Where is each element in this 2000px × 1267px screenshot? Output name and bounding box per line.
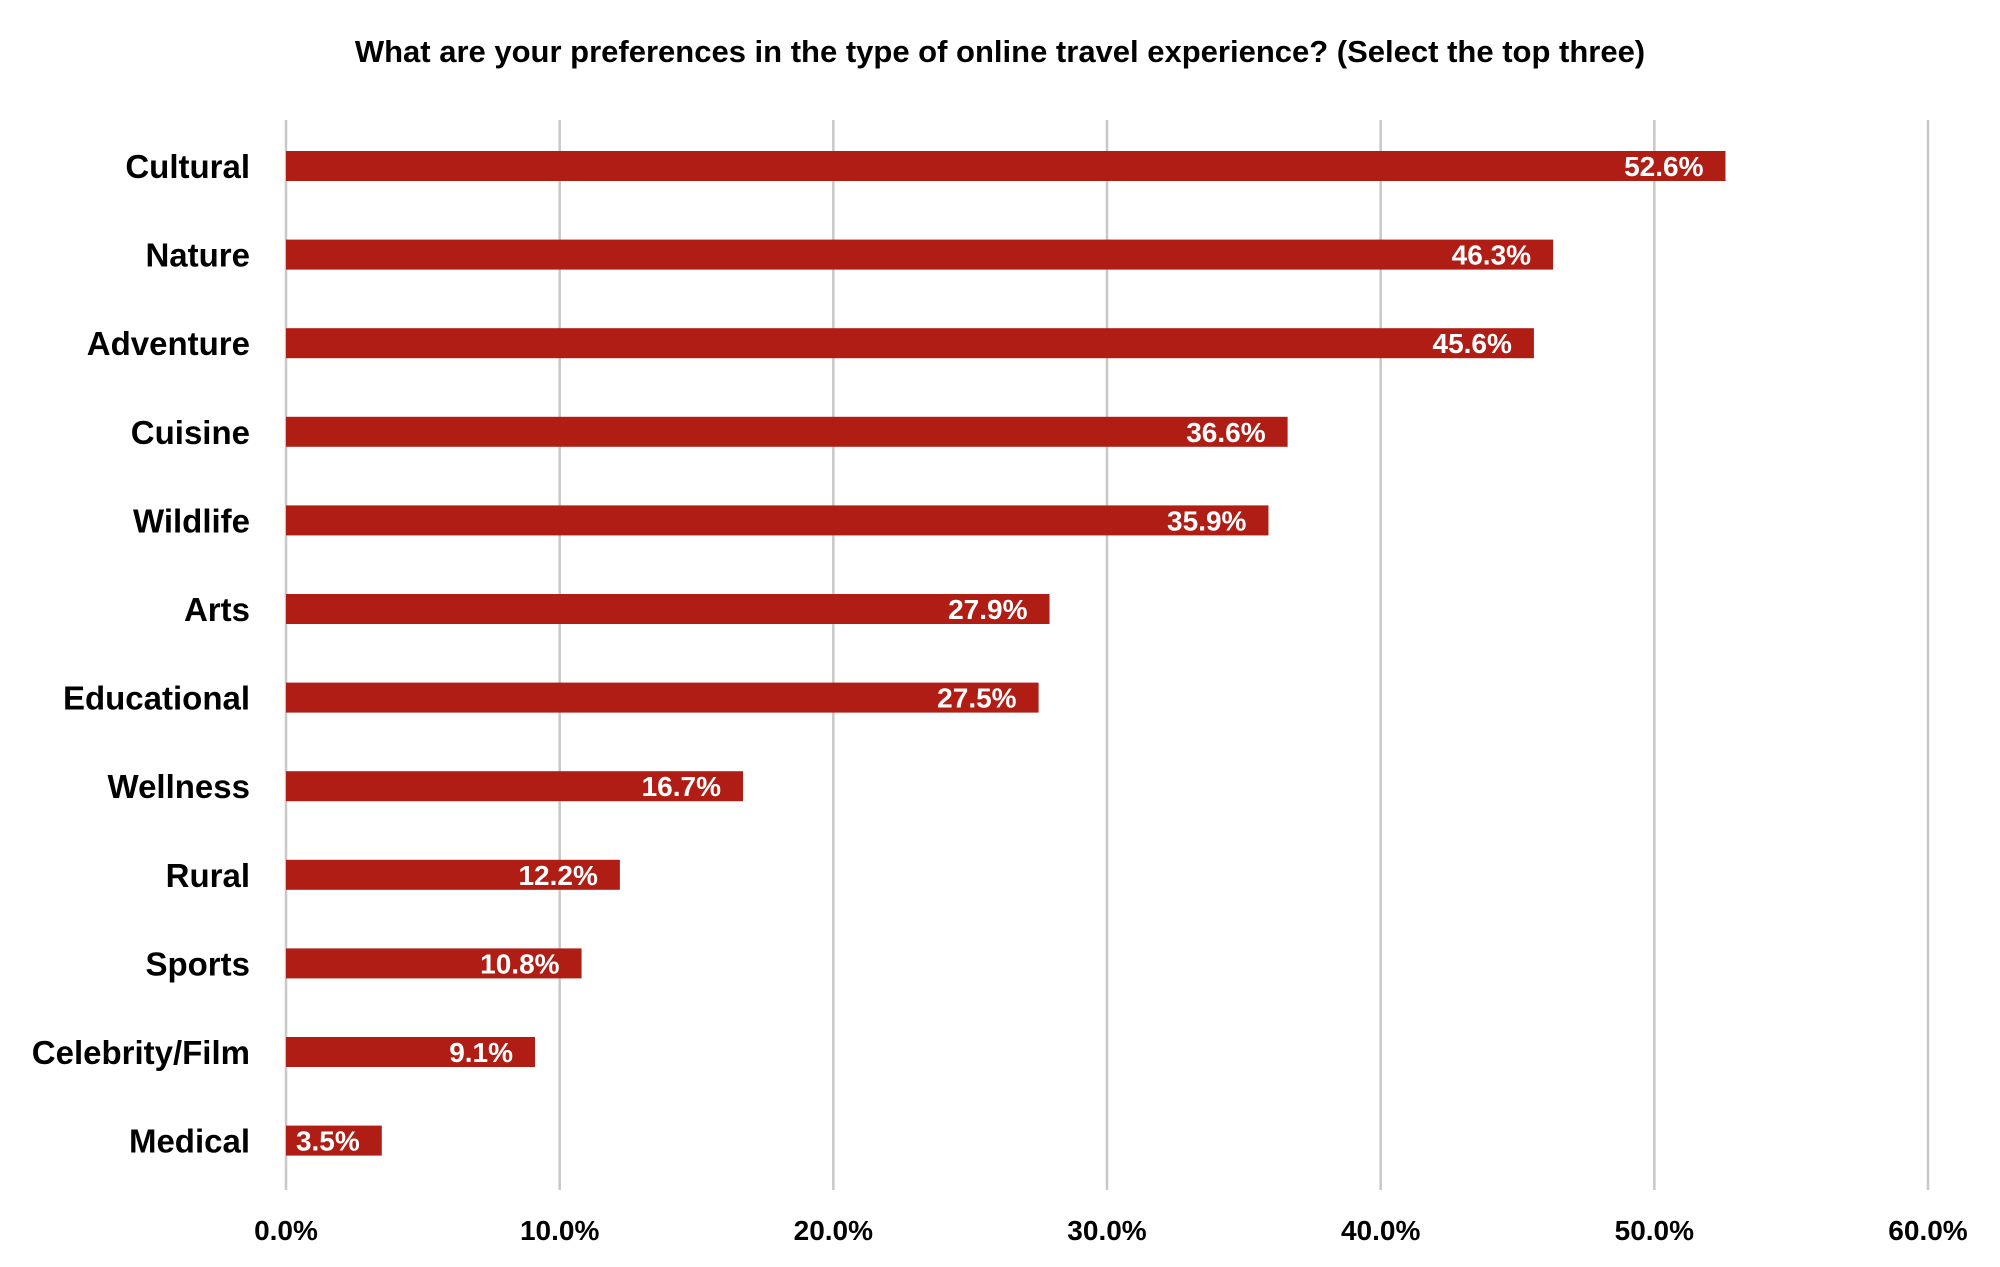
gridlines <box>284 120 1930 1190</box>
bar <box>286 328 1534 359</box>
category-label: Arts <box>184 591 250 628</box>
data-label: 45.6% <box>1433 328 1512 359</box>
data-label: 35.9% <box>1167 505 1246 536</box>
category-label: Celebrity/Film <box>32 1034 250 1071</box>
bar <box>286 1037 536 1067</box>
data-label: 16.7% <box>642 771 721 802</box>
data-label: 36.6% <box>1186 417 1265 448</box>
bar <box>286 859 620 890</box>
bars: 52.6% 46.3% 45.6% 36.6% 35.9% 27.9% 27.5% 16.7%… <box>286 151 1726 1157</box>
bar <box>286 1125 382 1156</box>
x-tick-label: 60.0% <box>1888 1215 1967 1246</box>
x-tick-label: 20.0% <box>794 1215 873 1246</box>
category-labels: Cultural Nature Adventure Cuisine Wildlife Ar… <box>32 148 250 1160</box>
x-tick-label: 40.0% <box>1341 1215 1420 1246</box>
category-label: Wildlife <box>133 502 250 539</box>
bar <box>286 771 744 802</box>
category-label: Adventure <box>87 325 250 362</box>
data-label: 52.6% <box>1624 151 1703 182</box>
bar <box>286 682 1039 713</box>
bar <box>286 594 1050 624</box>
bar <box>286 948 582 979</box>
category-label: Educational <box>63 680 250 717</box>
bar <box>286 151 1726 181</box>
category-label: Nature <box>145 237 250 274</box>
category-label: Cultural <box>125 148 250 185</box>
bar <box>286 239 1554 270</box>
category-label: Wellness <box>108 768 250 805</box>
data-label: 27.9% <box>948 594 1027 625</box>
chart-title: What are your preferences in the type of… <box>354 34 1646 69</box>
data-label: 46.3% <box>1452 240 1531 271</box>
x-tick-label: 30.0% <box>1067 1215 1146 1246</box>
category-label: Medical <box>129 1123 250 1160</box>
category-label: Cuisine <box>131 414 250 451</box>
data-label: 10.8% <box>480 948 559 979</box>
x-tick-label: 10.0% <box>520 1215 599 1246</box>
data-label: 27.5% <box>937 683 1016 714</box>
category-label: Rural <box>166 857 250 894</box>
data-label: 9.1% <box>449 1037 513 1068</box>
x-tick-label: 50.0% <box>1615 1215 1694 1246</box>
x-tick-label: 0.0% <box>254 1215 318 1246</box>
bar <box>286 505 1269 536</box>
data-label: 3.5% <box>296 1126 360 1157</box>
bar <box>286 416 1288 447</box>
data-label: 12.2% <box>518 860 597 891</box>
x-axis-tick-labels: 0.0% 10.0% 20.0% 30.0% 40.0% 50.0% 60.0% <box>254 1215 1968 1246</box>
category-label: Sports <box>145 945 250 982</box>
